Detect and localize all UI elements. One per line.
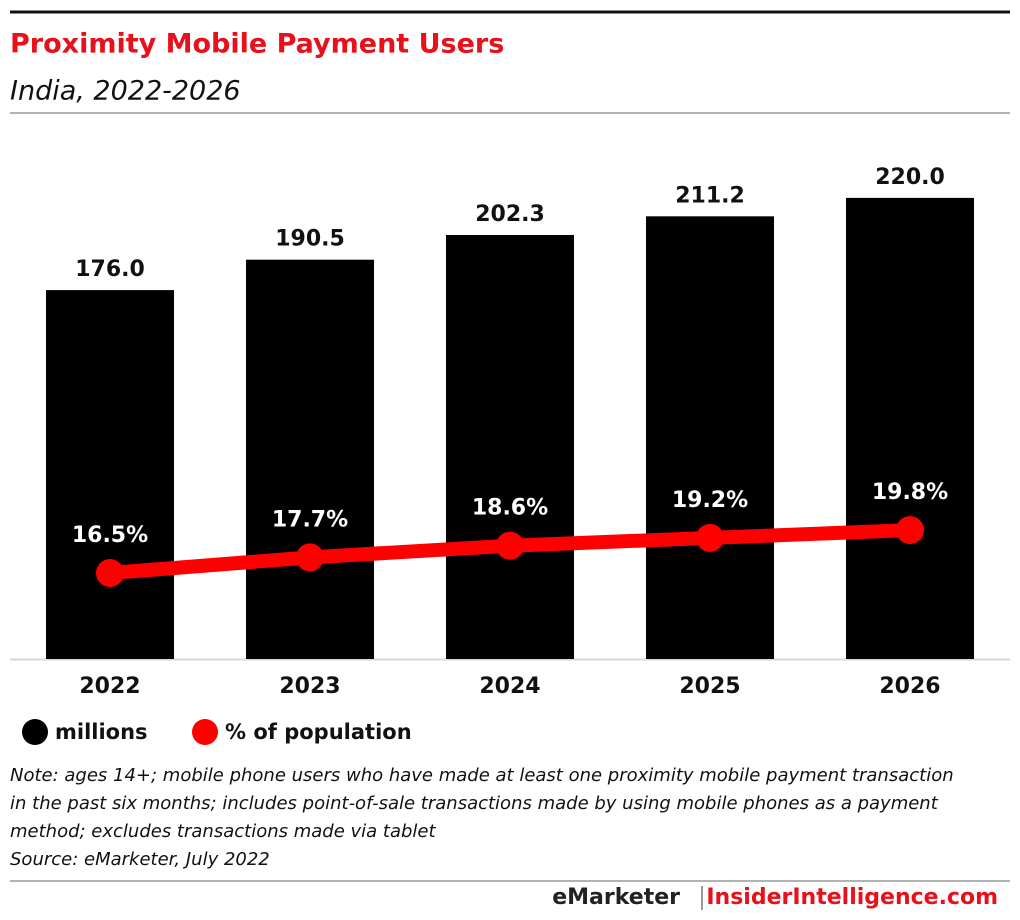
notes: Note: ages 14+; mobile phone users who h… (10, 762, 970, 874)
footer-brand: eMarketer (552, 885, 680, 910)
legend-swatch (192, 719, 218, 745)
legend-label: % of population (225, 720, 412, 744)
bar (846, 197, 974, 659)
bar-value-label: 176.0 (75, 257, 145, 282)
point-value-label: 16.5% (72, 523, 148, 548)
point-value-label: 19.2% (672, 488, 748, 513)
point (896, 516, 924, 545)
point (296, 543, 324, 572)
point (96, 559, 124, 587)
x-tick-label: 2023 (279, 674, 340, 699)
chart-title: Proximity Mobile Payment Users (10, 29, 504, 60)
point (696, 523, 724, 552)
x-tick-label: 2024 (479, 674, 540, 699)
source: Source: eMarketer, July 2022 (10, 849, 270, 870)
bar-value-label: 202.3 (475, 202, 545, 227)
point-value-label: 18.6% (472, 496, 548, 521)
footer-site: InsiderIntelligence.com (706, 885, 998, 910)
point (496, 531, 524, 560)
note: Note: ages 14+; mobile phone users who h… (10, 765, 954, 842)
bar (46, 290, 174, 659)
legend-swatch (22, 719, 48, 745)
chart-subtitle: India, 2022-2026 (10, 76, 241, 107)
x-tick-label: 2022 (79, 674, 140, 699)
point-value-label: 19.8% (872, 480, 948, 505)
bar-value-label: 190.5 (275, 227, 345, 252)
bar (646, 216, 774, 659)
bar-value-label: 211.2 (675, 183, 745, 208)
bar-value-label: 220.0 (875, 165, 945, 190)
point-value-label: 17.7% (272, 507, 348, 532)
x-tick-label: 2026 (879, 674, 940, 699)
x-tick-label: 2025 (679, 674, 740, 699)
legend-label: millions (55, 720, 148, 744)
bar (246, 259, 374, 659)
bar (446, 234, 574, 660)
